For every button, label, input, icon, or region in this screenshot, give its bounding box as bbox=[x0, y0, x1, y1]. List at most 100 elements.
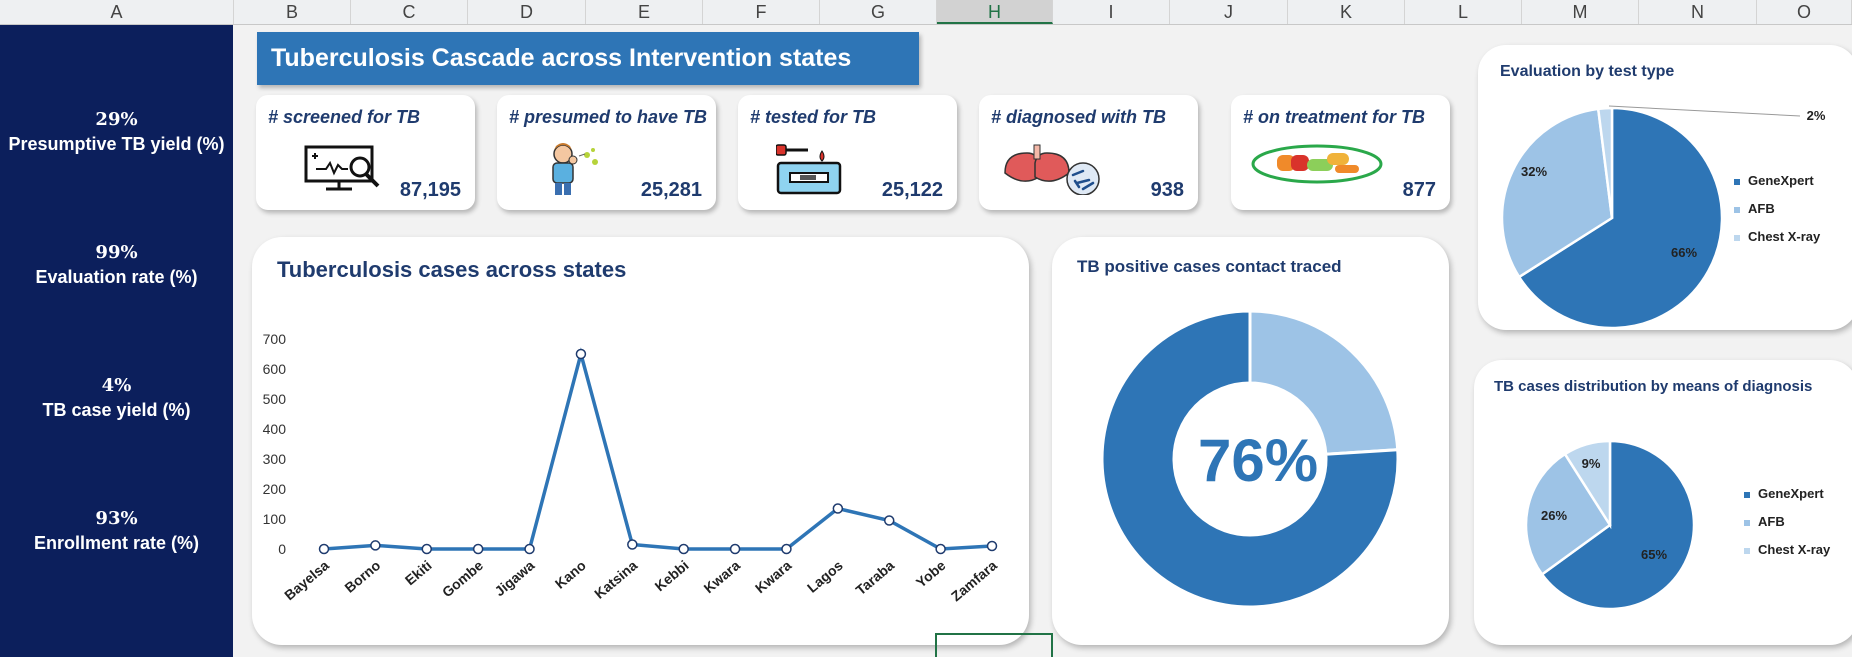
pie-slice bbox=[1596, 106, 1614, 219]
y-tick-label: 200 bbox=[263, 481, 287, 497]
kpi-label: Enrollment rate (%) bbox=[33, 533, 200, 553]
kpi-sidebar: 29% Presumptive TB yield (%) 99% Evaluat… bbox=[0, 25, 233, 657]
column-header-g[interactable]: G bbox=[820, 0, 937, 24]
kpi-label: TB case yield (%) bbox=[42, 400, 191, 420]
diagnosis-pie-chart: 65% 26% 9% bbox=[1524, 439, 1696, 611]
card-on-treatment[interactable]: # on treatment for TB 877 bbox=[1231, 95, 1450, 210]
legend-swatch bbox=[1734, 178, 1740, 185]
kpi-presumptive-yield: 29% Presumptive TB yield (%) bbox=[0, 109, 233, 155]
data-point bbox=[832, 503, 844, 514]
kpi-label: Evaluation rate (%) bbox=[35, 267, 198, 287]
column-header-e[interactable]: E bbox=[586, 0, 703, 24]
column-header-o[interactable]: O bbox=[1757, 0, 1852, 24]
legend-label: GeneXpert bbox=[1748, 173, 1814, 188]
dashboard-title[interactable]: Tuberculosis Cascade across Intervention… bbox=[257, 32, 919, 85]
kpi-value: 29% bbox=[95, 109, 138, 130]
card-title: # tested for TB bbox=[750, 107, 877, 127]
kpi-value: 93% bbox=[95, 508, 138, 529]
donut-center-label: 76% bbox=[1198, 427, 1318, 494]
x-tick-label: Lagos bbox=[804, 557, 846, 596]
legend-label: AFB bbox=[1758, 514, 1785, 529]
x-tick-label: Kano bbox=[552, 557, 589, 592]
y-tick-label: 700 bbox=[263, 331, 287, 347]
evaluation-pie-panel[interactable]: Evaluation by test type 66% 32% 2% GeneXpe… bbox=[1478, 45, 1852, 330]
donut-slice bbox=[1248, 309, 1400, 456]
legend-item: AFB bbox=[1744, 514, 1785, 529]
card-screened[interactable]: # screened for TB 87,195 bbox=[256, 95, 475, 210]
column-header-c[interactable]: C bbox=[351, 0, 468, 24]
data-point bbox=[575, 348, 587, 360]
column-header-k[interactable]: K bbox=[1288, 0, 1405, 24]
legend-item: Chest X-ray bbox=[1744, 542, 1830, 557]
pie-data-label: 32% bbox=[1521, 164, 1547, 179]
coughing-person-icon bbox=[545, 140, 611, 201]
x-tick-label: Katsina bbox=[591, 557, 640, 602]
data-point bbox=[421, 543, 433, 555]
data-point bbox=[729, 543, 741, 555]
selected-cell[interactable] bbox=[935, 633, 1053, 657]
pie-slice bbox=[1500, 107, 1614, 279]
chart-title: Tuberculosis cases across states bbox=[277, 257, 627, 282]
chart-title: Evaluation by test type bbox=[1500, 63, 1675, 80]
data-point bbox=[986, 540, 998, 552]
x-tick-label: Zamfara bbox=[948, 557, 1000, 604]
data-point bbox=[781, 543, 792, 555]
data-point bbox=[318, 543, 330, 555]
legend-label: AFB bbox=[1748, 201, 1775, 216]
x-tick-label: Yobe bbox=[913, 557, 949, 591]
legend-item: GeneXpert bbox=[1734, 173, 1814, 188]
column-header-n[interactable]: N bbox=[1639, 0, 1757, 24]
column-header-i[interactable]: I bbox=[1053, 0, 1170, 24]
x-tick-label: Borno bbox=[341, 557, 383, 596]
card-title: # diagnosed with TB bbox=[991, 107, 1167, 127]
card-title: # on treatment for TB bbox=[1243, 107, 1426, 127]
data-point bbox=[472, 543, 484, 555]
legend-label: Chest X-ray bbox=[1758, 542, 1831, 557]
card-diagnosed[interactable]: # diagnosed with TB 938 bbox=[979, 95, 1198, 210]
line-chart-panel[interactable]: Tuberculosis cases across states 0 100 200… bbox=[252, 237, 1029, 645]
legend-swatch bbox=[1734, 206, 1740, 213]
x-tick-label: Kebbi bbox=[652, 557, 692, 594]
pie-data-label: 26% bbox=[1541, 508, 1567, 523]
pie-slice bbox=[1540, 439, 1696, 611]
column-header-d[interactable]: D bbox=[468, 0, 586, 24]
donut-chart: 76% bbox=[1100, 309, 1400, 609]
pie-slice bbox=[1563, 439, 1612, 530]
column-header-l[interactable]: L bbox=[1405, 0, 1522, 24]
card-presumed[interactable]: # presumed to have TB 25,281 bbox=[497, 95, 716, 210]
pie-data-label: 9% bbox=[1582, 456, 1601, 471]
card-title: # presumed to have TB bbox=[509, 107, 708, 127]
kpi-evaluation-rate: 99% Evaluation rate (%) bbox=[0, 242, 233, 288]
data-point bbox=[678, 543, 689, 555]
column-header-b[interactable]: B bbox=[234, 0, 351, 24]
card-value: 25,281 bbox=[640, 179, 702, 201]
pie-slice bbox=[1517, 106, 1724, 330]
data-point bbox=[524, 543, 535, 555]
y-tick-label: 300 bbox=[263, 451, 287, 467]
column-header-h[interactable]: H bbox=[937, 0, 1053, 24]
pills-icon bbox=[1249, 143, 1385, 190]
card-value: 938 bbox=[1150, 179, 1184, 201]
column-header-f[interactable]: F bbox=[703, 0, 820, 24]
column-header-j[interactable]: J bbox=[1170, 0, 1288, 24]
pie-data-label: 65% bbox=[1641, 547, 1667, 562]
legend-item: AFB bbox=[1734, 201, 1775, 216]
kpi-value: 99% bbox=[95, 242, 138, 263]
column-header-m[interactable]: M bbox=[1522, 0, 1639, 24]
legend-swatch bbox=[1744, 547, 1750, 554]
lungs-bacteria-icon bbox=[999, 143, 1111, 200]
contact-traced-panel[interactable]: TB positive cases contact traced 76% bbox=[1052, 237, 1449, 645]
pie-data-label: 66% bbox=[1671, 245, 1697, 260]
card-tested[interactable]: # tested for TB 25,122 bbox=[738, 95, 957, 210]
x-tick-label: Kwara bbox=[752, 557, 795, 596]
monitor-health-icon bbox=[304, 145, 384, 196]
pie-slice bbox=[1524, 452, 1612, 577]
kpi-label: Presumptive TB yield (%) bbox=[8, 134, 225, 154]
lab-test-device-icon bbox=[775, 143, 846, 200]
x-tick-label: Bayelsa bbox=[281, 557, 332, 603]
diagnosis-pie-panel[interactable]: TB cases distribution by means of diagno… bbox=[1474, 360, 1852, 645]
x-tick-label: Taraba bbox=[852, 557, 897, 598]
column-header-a[interactable]: A bbox=[0, 0, 234, 24]
y-tick-label: 600 bbox=[263, 361, 287, 377]
card-value: 877 bbox=[1402, 179, 1436, 201]
